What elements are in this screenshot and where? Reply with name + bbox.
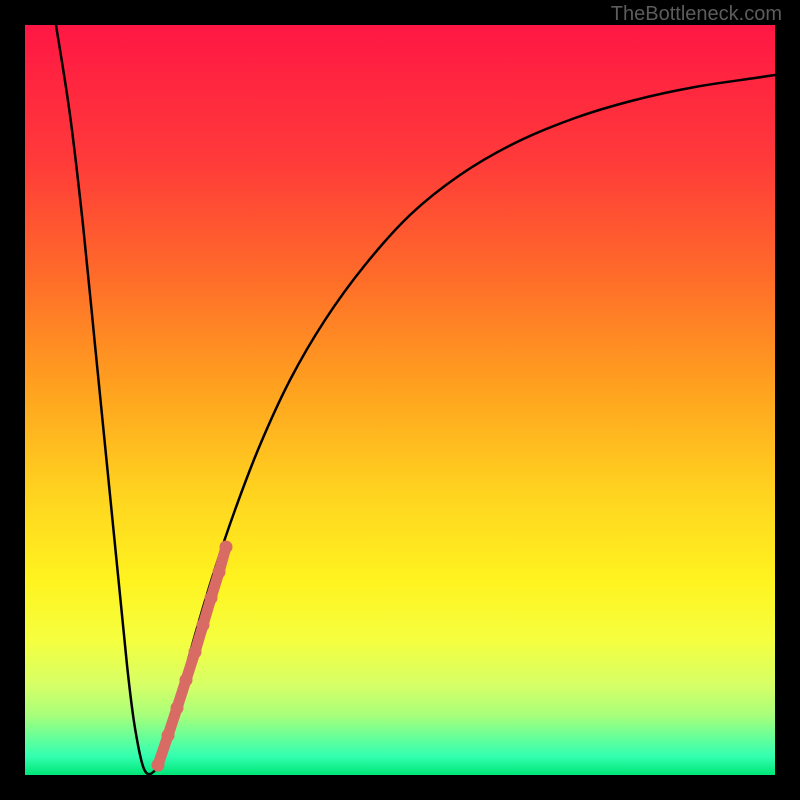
plot-area: [25, 25, 775, 775]
curve-layer: [25, 25, 775, 775]
accent-line: [152, 541, 233, 772]
watermark-text: TheBottleneck.com: [611, 3, 782, 26]
main-curve: [56, 25, 775, 774]
